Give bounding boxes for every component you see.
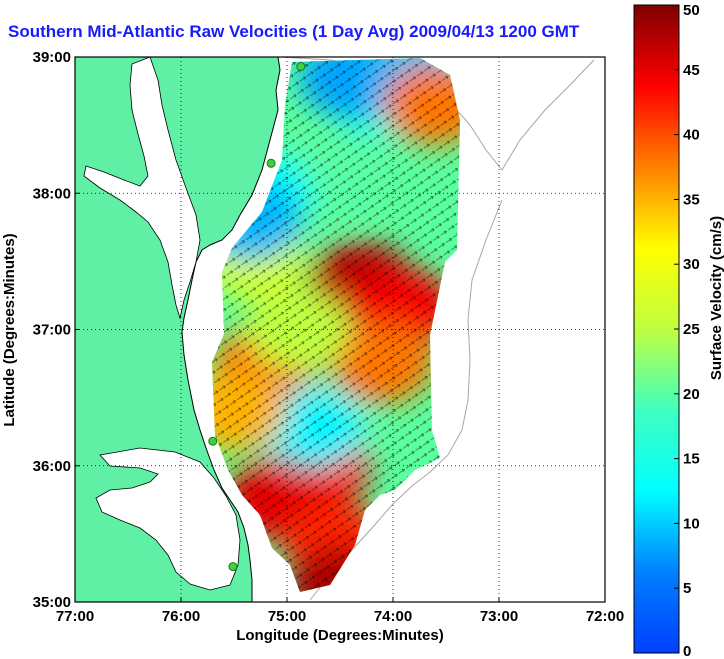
colorbar-tick-label: 45 <box>683 62 700 79</box>
colorbar-label: Surface Velocity (cm/s) <box>708 216 724 380</box>
colorbar-tick-label: 35 <box>683 191 700 208</box>
colorbar-tick-label: 40 <box>683 127 700 144</box>
x-tick-label: 74:00 <box>374 608 412 625</box>
colorbar-tick-label: 25 <box>683 321 700 338</box>
radar-station <box>296 62 306 72</box>
y-tick-label: 39:00 <box>33 49 71 66</box>
y-tick-label: 37:00 <box>33 322 71 339</box>
y-axis-label: Latitude (Degrees:Minutes) <box>1 233 18 426</box>
colorbar-tick-label: 15 <box>683 451 700 468</box>
colorbar-tick-label: 0 <box>683 643 691 659</box>
colorbar-tick-label: 20 <box>683 386 700 403</box>
colorbar-tick-label: 30 <box>683 256 700 273</box>
x-tick-label: 72:00 <box>586 608 624 625</box>
colorbar-tick-label: 5 <box>683 580 691 597</box>
x-tick-label: 76:00 <box>162 608 200 625</box>
pamlico-sound <box>95 447 241 591</box>
radar-station <box>228 562 238 572</box>
bathymetry-contour <box>309 199 503 601</box>
colorbar <box>633 4 680 654</box>
colorbar-tick-label: 10 <box>683 515 700 532</box>
radar-station <box>208 436 218 446</box>
chesapeake-bay <box>83 57 201 320</box>
x-tick-label: 73:00 <box>480 608 518 625</box>
y-tick-label: 38:00 <box>33 185 71 202</box>
colorbar-tick-label: 50 <box>683 2 700 19</box>
radar-station <box>266 158 276 168</box>
y-tick-label: 36:00 <box>33 458 71 475</box>
y-tick-label: 35:00 <box>33 594 71 611</box>
x-axis-label: Longitude (Degrees:Minutes) <box>236 627 444 644</box>
x-tick-label: 77:00 <box>56 608 94 625</box>
x-tick-label: 75:00 <box>268 608 306 625</box>
map-title: Southern Mid-Atlantic Raw Velocities (1 … <box>8 22 580 41</box>
